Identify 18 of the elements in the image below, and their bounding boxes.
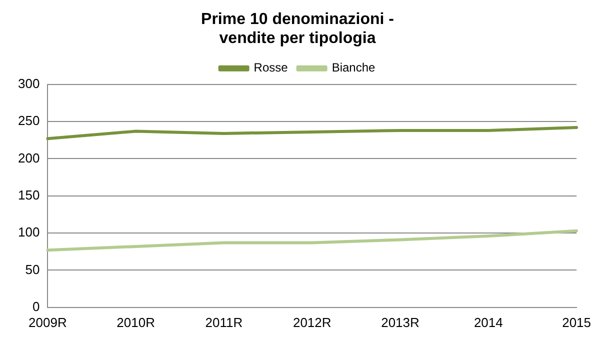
- x-tick-label: 2012R: [292, 314, 332, 330]
- y-tick-label: 250: [18, 113, 40, 128]
- y-tick-label: 0: [32, 298, 40, 314]
- y-tick-label: 150: [18, 187, 40, 202]
- text: vendite per tipologia: [219, 30, 376, 48]
- x-tick-label: 2014: [474, 314, 503, 330]
- x-tick-label: 2009R: [28, 314, 67, 330]
- y-tick-label: 100: [18, 224, 40, 240]
- legend-label: Bianche: [332, 60, 376, 75]
- y-tick-label: 200: [18, 150, 40, 166]
- x-tick-label: 2013R: [381, 314, 420, 330]
- y-tick-label: 300: [18, 76, 40, 91]
- x-tick-label: 2015: [562, 314, 591, 330]
- y-tick-label: 50: [25, 262, 40, 277]
- x-tick-label: 2011R: [205, 314, 243, 330]
- text: Prime 10 denominazioni -: [201, 11, 394, 28]
- x-tick-label: 2010R: [116, 314, 155, 330]
- legend-label: Rosse: [254, 60, 288, 75]
